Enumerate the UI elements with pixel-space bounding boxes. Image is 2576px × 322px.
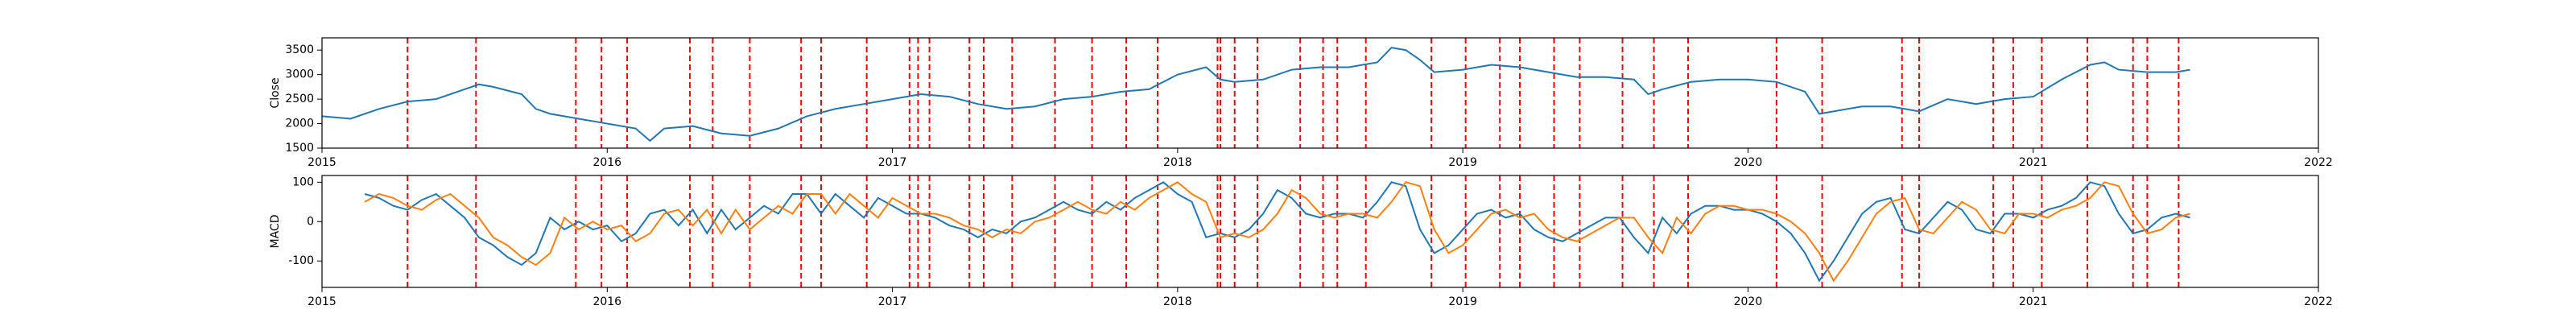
data-line	[321, 47, 2190, 142]
x-tick-label: 2018	[1163, 156, 1192, 169]
x-tick-label: 2017	[878, 295, 907, 308]
subplot: 1500 2000 2500 3000 3500 2015 2016 2017 2018 2019…	[269, 37, 2333, 169]
data-line	[364, 181, 2190, 283]
x-tick-label: 2015	[308, 295, 336, 308]
y-tick-label: 1500	[285, 142, 314, 155]
x-tick-label: 2020	[1734, 295, 1763, 308]
y-tick-label: 2500	[285, 93, 314, 105]
y-tick-label: 100	[292, 175, 314, 188]
axes-frame	[321, 175, 2319, 288]
x-tick-label: 2016	[592, 156, 621, 169]
x-tick-label: 2019	[1448, 156, 1477, 169]
x-tick-label: 2016	[592, 295, 621, 308]
y-tick-label: 3000	[285, 68, 314, 81]
x-tick-label: 2018	[1163, 295, 1192, 308]
y-tick-label: 3500	[285, 43, 314, 56]
x-tick-label: 2021	[2019, 156, 2048, 169]
x-tick-label: 2017	[878, 156, 907, 169]
x-tick-label: 2015	[308, 156, 336, 169]
y-tick-label: 2000	[285, 118, 314, 130]
subplot: -100 0 100 2015 2016 2017 2018 2019 2020 2021 2022…	[269, 175, 2333, 308]
y-axis-label: Close	[269, 77, 282, 108]
x-tick-label: 2022	[2304, 295, 2333, 308]
x-tick-label: 2022	[2304, 156, 2333, 169]
x-tick-label: 2020	[1734, 156, 1763, 169]
data-line	[364, 181, 2190, 283]
axes-frame	[321, 37, 2319, 149]
x-tick-label: 2021	[2019, 295, 2048, 308]
y-tick-label: 0	[307, 215, 314, 228]
y-tick-label: -100	[288, 254, 314, 267]
y-axis-label: MACD	[269, 215, 282, 249]
x-tick-label: 2019	[1448, 295, 1477, 308]
